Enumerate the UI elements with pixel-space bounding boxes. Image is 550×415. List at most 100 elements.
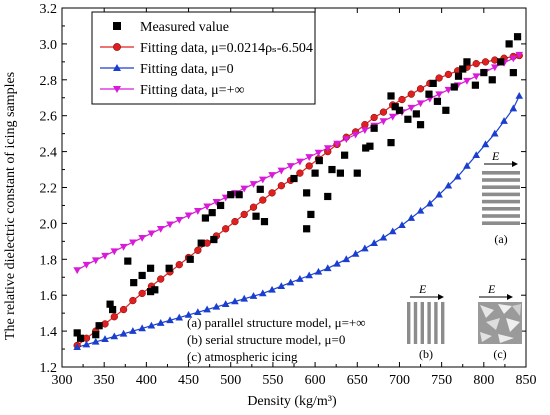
fit-point-red xyxy=(240,210,248,219)
fit-point-red xyxy=(119,305,128,314)
inset-b-arrow-head xyxy=(438,294,444,300)
fit-point-magenta xyxy=(203,203,211,211)
inset-b-field-label: E xyxy=(418,282,427,296)
measured-point xyxy=(433,97,442,105)
fit-point-red xyxy=(259,196,267,204)
measured-point xyxy=(303,189,311,197)
annotation-a: (a) parallel structure model, μ=+∞ xyxy=(187,315,366,330)
measured-point xyxy=(370,124,378,132)
fit-point-magenta xyxy=(515,51,524,59)
fit-point-magenta xyxy=(194,208,202,215)
y-tick-label: 2.0 xyxy=(40,217,58,232)
fit-point-magenta xyxy=(490,64,499,72)
fit-point-blue xyxy=(379,233,388,241)
fit-point-blue xyxy=(258,289,267,297)
fit-point-blue xyxy=(361,244,369,252)
fit-point-red xyxy=(138,289,146,298)
fit-point-blue xyxy=(175,313,184,321)
fit-point-red xyxy=(277,182,285,190)
fit-point-blue xyxy=(129,327,137,334)
inset-a-field-label: E xyxy=(491,149,500,163)
fit-point-blue xyxy=(305,271,313,279)
fit-point-blue xyxy=(323,264,332,272)
fit-point-magenta xyxy=(435,91,443,99)
fit-point-blue xyxy=(463,161,471,169)
fit-point-red xyxy=(175,261,183,269)
inset-a-layer xyxy=(482,214,520,218)
x-tick-label: 350 xyxy=(94,373,115,388)
fit-point-blue xyxy=(416,206,425,214)
measured-point xyxy=(227,191,235,199)
measured-point xyxy=(186,255,194,263)
fit-point-blue xyxy=(333,259,341,267)
measured-point xyxy=(353,169,361,177)
measured-point xyxy=(387,92,395,100)
annotation-c: (c) atmospheric icing xyxy=(187,349,298,364)
fit-point-red xyxy=(305,162,313,170)
axes-layer: 300 350 400 450 500 550 600 650 700 750 800 850 1.2 1… xyxy=(40,2,537,388)
legend: Measured value Fitting data, μ=0.0214ρₛ-… xyxy=(91,11,316,105)
legend-marker-circle xyxy=(113,43,121,51)
fit-point-magenta xyxy=(258,176,267,184)
fit-point-magenta xyxy=(351,131,360,139)
fit-point-blue xyxy=(240,294,249,302)
fit-point-red xyxy=(481,58,490,66)
fit-point-blue xyxy=(342,255,351,263)
fit-point-red xyxy=(472,59,480,68)
measured-point xyxy=(76,334,85,342)
fit-point-blue xyxy=(82,340,91,348)
inset-a-arrow-head xyxy=(512,161,518,167)
fit-point-magenta xyxy=(73,267,81,275)
x-tick-label: 700 xyxy=(389,373,410,388)
fit-point-blue xyxy=(500,117,508,124)
legend-label-measured: Measured value xyxy=(140,20,229,35)
fit-point-blue xyxy=(398,221,406,228)
fit-point-blue xyxy=(490,129,499,137)
fit-point-blue xyxy=(212,302,221,310)
inset-c-atmospheric-icing: E (c) xyxy=(478,282,522,361)
measured-point xyxy=(442,106,450,114)
fit-point-red xyxy=(416,85,425,93)
fit-point-blue xyxy=(268,285,276,293)
fit-point-red xyxy=(268,189,276,197)
annotation-b: (b) serial structure model, μ=0 xyxy=(187,332,345,347)
fit-point-blue xyxy=(314,267,323,275)
fit-point-magenta xyxy=(314,149,323,157)
fit-point-magenta xyxy=(286,163,295,170)
inset-a-parallel-structure: E (a) xyxy=(482,149,520,246)
ice-fragment xyxy=(498,334,514,343)
measured-point xyxy=(509,69,517,77)
fit-point-magenta xyxy=(416,100,425,108)
legend-marker-square xyxy=(113,22,121,30)
fit-point-magenta xyxy=(361,127,369,135)
measured-point xyxy=(92,331,100,339)
fit-point-blue xyxy=(426,199,434,207)
fit-point-blue xyxy=(194,308,202,316)
measured-point xyxy=(429,79,437,87)
inset-b-serial-structure: E (b) xyxy=(406,282,446,361)
fit-point-blue xyxy=(138,324,146,332)
fit-point-blue xyxy=(91,337,100,345)
measured-point xyxy=(505,40,513,48)
measured-point xyxy=(109,305,117,314)
fit-point-red xyxy=(194,246,202,254)
y-tick-label: 2.4 xyxy=(40,146,58,161)
measured-point xyxy=(208,209,216,217)
inset-a-label: (a) xyxy=(494,232,507,246)
inset-a-layer xyxy=(482,221,520,225)
fit-point-magenta xyxy=(166,221,174,229)
x-tick-label: 650 xyxy=(347,373,368,388)
measured-point xyxy=(303,225,311,233)
fit-point-magenta xyxy=(184,212,193,220)
inset-b-layer xyxy=(407,302,411,344)
legend-item-measured: Measured value xyxy=(113,20,229,35)
fit-point-magenta xyxy=(110,248,119,256)
y-tick-label: 3.0 xyxy=(40,38,58,53)
fit-point-magenta xyxy=(305,154,313,161)
measured-point xyxy=(416,121,425,129)
annotation-block: (a) parallel structure model, μ=+∞ (b) s… xyxy=(187,315,366,364)
inset-c-arrow-head xyxy=(507,294,513,300)
measured-point xyxy=(290,174,298,183)
